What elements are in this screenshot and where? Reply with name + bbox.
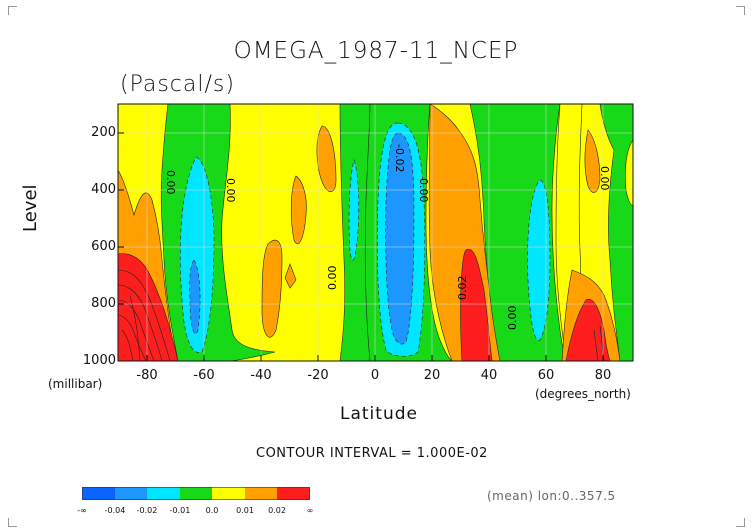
y-axis-units: (millibar) (48, 377, 103, 391)
fill-green-farnorth (599, 104, 633, 361)
colorbar-swatch (82, 487, 115, 500)
mean-text: (mean) lon:0..357.5 (487, 489, 616, 503)
x-tick-label: 40 (480, 368, 498, 383)
colorbar-swatch (147, 487, 180, 500)
colorbar-label: ∞ (306, 506, 314, 515)
fill-orange-midsouth-2 (284, 263, 297, 289)
contour-label-5: 0.00 (326, 266, 339, 291)
x-tick-label: -40 (250, 368, 272, 383)
colorbar-swatch (180, 487, 212, 500)
colorbar-label: 0.02 (268, 506, 286, 515)
colorbar-label: -0.02 (136, 506, 158, 515)
colorbar-swatch (277, 487, 310, 500)
contour-fills: 0.00 0.00 -0.02 0.00 0.00 0.02 0.00 0.00 (118, 104, 633, 361)
contour-label-2: 0.00 (224, 178, 237, 203)
fill-red-south (118, 253, 179, 361)
crop-mark (736, 518, 745, 527)
x-axis-label: Latitude (340, 404, 418, 424)
contour-label-8: 0.00 (598, 166, 611, 191)
contour-label-6: 0.02 (456, 276, 469, 301)
x-tick-label: -20 (307, 368, 329, 383)
fill-orange-farnorth-2 (584, 129, 601, 193)
crop-mark (8, 6, 17, 15)
red-south-contours (118, 269, 171, 361)
contour-label-7: 0.00 (506, 306, 519, 331)
fill-cyan-eq-west (348, 159, 360, 261)
x-tick-label: 20 (423, 368, 441, 383)
fill-cyan-south (179, 156, 215, 353)
fill-blue-eq (385, 132, 415, 345)
fill-orange-midsouth-3 (290, 175, 307, 245)
fill-red-north (460, 249, 493, 361)
y-tick-label: 400 (91, 182, 116, 197)
x-tick-label: -60 (193, 368, 215, 383)
x-tick-label: 0 (370, 368, 380, 383)
colorbar (82, 487, 310, 500)
fill-red-farnorth (565, 299, 611, 361)
crop-mark (736, 6, 745, 15)
tick-marks (118, 132, 604, 361)
x-tick-label: 80 (594, 368, 612, 383)
contour-label-1: 0.00 (164, 170, 177, 195)
colorbar-swatch (245, 487, 277, 500)
fill-cyan-north (527, 179, 551, 341)
y-tick-label: 800 (91, 296, 116, 311)
contour-label-3: -0.02 (393, 144, 406, 172)
colorbar-swatch (115, 487, 147, 500)
colorbar-label: 0.01 (236, 506, 254, 515)
x-tick-label: 60 (537, 368, 555, 383)
y-tick-label: 200 (91, 125, 116, 140)
colorbar-label: -0.04 (104, 506, 126, 515)
x-tick-label: -80 (136, 368, 158, 383)
contour-label-4: 0.00 (417, 178, 430, 203)
colorbar-label: 0.0 (205, 506, 219, 515)
contour-labels: 0.00 0.00 -0.02 0.00 0.00 0.02 0.00 0.00 (164, 144, 611, 330)
x-axis-units: (degrees_north) (535, 387, 631, 401)
y-axis-label: Level (20, 184, 41, 232)
colorbar-label: -0.01 (169, 506, 191, 515)
colorbar-label: -∞ (77, 506, 87, 515)
y-tick-label: 600 (91, 239, 116, 254)
chart-title: OMEGA_1987-11_NCEP (233, 38, 519, 64)
colorbar-swatch (212, 487, 245, 500)
fill-blue-south (189, 259, 201, 335)
grid (118, 104, 633, 361)
chart-units: (Pascal/s) (120, 72, 235, 97)
y-tick-label: 1000 (82, 353, 116, 368)
fill-orange-midsouth-4 (316, 125, 337, 192)
contour-interval-text: CONTOUR INTERVAL = 1.000E-02 (256, 446, 488, 461)
crop-mark (8, 518, 17, 527)
